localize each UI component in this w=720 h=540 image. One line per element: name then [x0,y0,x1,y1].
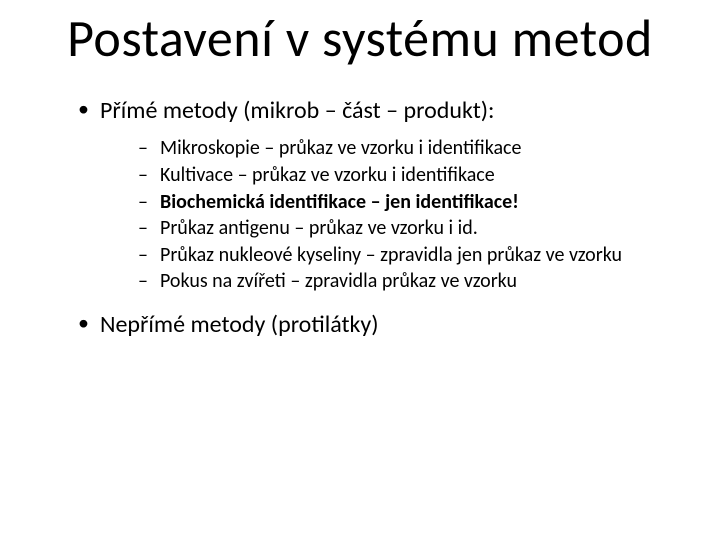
bullet-text: Mikroskopie – průkaz ve vzorku i identif… [160,136,521,160]
list-item: Nepřímé metody (protilátky) [78,309,660,340]
bullet-text: Průkaz antigenu – průkaz ve vzorku i id. [160,216,478,240]
list-item: Mikroskopie – průkaz ve vzorku i identif… [138,136,660,162]
bullet-text: Nepřímé metody (protilátky) [100,310,379,339]
list-item: Biochemická identifikace – jen identifik… [138,190,660,216]
slide-title: Postavení v systému metod [60,10,660,67]
list-item: Přímé metody (mikrob – část – produkt): … [78,95,660,295]
list-item: Průkaz antigenu – průkaz ve vzorku i id. [138,216,660,242]
list-item: Průkaz nukleové kyseliny – zpravidla jen… [138,243,660,269]
bullet-text: Kultivace – průkaz ve vzorku i identifik… [160,163,495,187]
bullet-text: Pokus na zvířeti – zpravidla průkaz ve v… [160,269,517,293]
bullet-list-level1: Přímé metody (mikrob – část – produkt): … [60,95,660,340]
bullet-text: Přímé metody (mikrob – část – produkt): [100,96,494,125]
bullet-text: Průkaz nukleové kyseliny – zpravidla jen… [160,243,622,267]
list-item: Pokus na zvířeti – zpravidla průkaz ve v… [138,269,660,295]
bullet-list-level2: Mikroskopie – průkaz ve vzorku i identif… [100,136,660,295]
bullet-text-bold: Biochemická identifikace – jen identifik… [160,190,519,214]
list-item: Kultivace – průkaz ve vzorku i identifik… [138,163,660,189]
